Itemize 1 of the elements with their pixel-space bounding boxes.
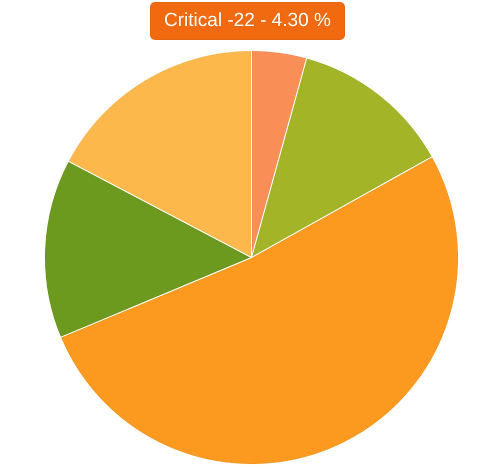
text: Critical -22 - 4.30 % — [150, 2, 345, 40]
